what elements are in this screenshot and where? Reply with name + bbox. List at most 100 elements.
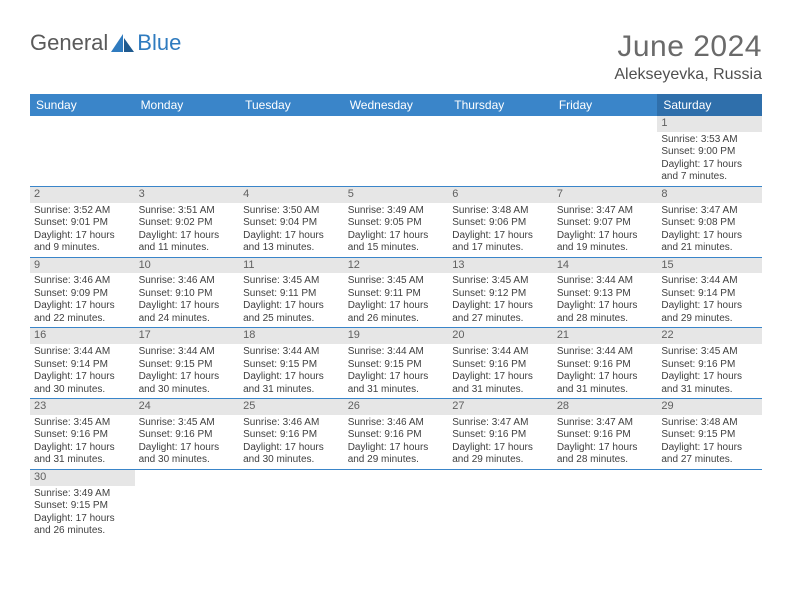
sunset-line: Sunset: 9:15 PM [139,359,236,372]
calendar-cell: 12Sunrise: 3:45 AMSunset: 9:11 PMDayligh… [344,257,449,328]
sunset-line: Sunset: 9:15 PM [348,359,445,372]
day-number: 17 [135,328,240,344]
day-number: 26 [344,399,449,415]
day-number: 8 [657,187,762,203]
sunset-line: Sunset: 9:16 PM [139,429,236,442]
day-info: Sunrise: 3:47 AMSunset: 9:08 PMDaylight:… [657,203,762,257]
weekday-header: Monday [135,94,240,116]
calendar-cell: 22Sunrise: 3:45 AMSunset: 9:16 PMDayligh… [657,328,762,399]
day-number: 1 [657,116,762,132]
day-number: 20 [448,328,553,344]
calendar-cell: 18Sunrise: 3:44 AMSunset: 9:15 PMDayligh… [239,328,344,399]
sunset-line: Sunset: 9:16 PM [348,429,445,442]
calendar-cell-empty [30,116,135,186]
day-info: Sunrise: 3:44 AMSunset: 9:16 PMDaylight:… [553,344,658,398]
sunset-line: Sunset: 9:02 PM [139,217,236,230]
sunrise-line: Sunrise: 3:46 AM [243,417,340,430]
daylight-line: Daylight: 17 hours and 29 minutes. [661,300,758,325]
sunrise-line: Sunrise: 3:44 AM [243,346,340,359]
sunrise-line: Sunrise: 3:48 AM [661,417,758,430]
sunset-line: Sunset: 9:16 PM [243,429,340,442]
day-number: 10 [135,258,240,274]
day-number: 30 [30,470,135,486]
day-number: 25 [239,399,344,415]
sunrise-line: Sunrise: 3:44 AM [557,275,654,288]
day-info: Sunrise: 3:52 AMSunset: 9:01 PMDaylight:… [30,203,135,257]
logo-text-2: Blue [137,30,181,56]
daylight-line: Daylight: 17 hours and 30 minutes. [34,371,131,396]
calendar-cell: 4Sunrise: 3:50 AMSunset: 9:04 PMDaylight… [239,186,344,257]
sunset-line: Sunset: 9:16 PM [557,429,654,442]
sunset-line: Sunset: 9:11 PM [348,288,445,301]
daylight-line: Daylight: 17 hours and 26 minutes. [34,513,131,538]
calendar-cell-empty [344,116,449,186]
day-info: Sunrise: 3:45 AMSunset: 9:11 PMDaylight:… [239,273,344,327]
calendar-cell-empty [239,469,344,539]
sunrise-line: Sunrise: 3:49 AM [348,205,445,218]
day-info: Sunrise: 3:49 AMSunset: 9:15 PMDaylight:… [30,486,135,540]
calendar-cell: 28Sunrise: 3:47 AMSunset: 9:16 PMDayligh… [553,399,658,470]
calendar-cell: 30Sunrise: 3:49 AMSunset: 9:15 PMDayligh… [30,469,135,539]
sunset-line: Sunset: 9:16 PM [661,359,758,372]
day-number: 4 [239,187,344,203]
calendar-cell: 13Sunrise: 3:45 AMSunset: 9:12 PMDayligh… [448,257,553,328]
daylight-line: Daylight: 17 hours and 30 minutes. [243,442,340,467]
sunrise-line: Sunrise: 3:45 AM [348,275,445,288]
daylight-line: Daylight: 17 hours and 28 minutes. [557,442,654,467]
sunrise-line: Sunrise: 3:46 AM [139,275,236,288]
calendar-cell: 1Sunrise: 3:53 AMSunset: 9:00 PMDaylight… [657,116,762,186]
day-number: 21 [553,328,658,344]
calendar-cell: 17Sunrise: 3:44 AMSunset: 9:15 PMDayligh… [135,328,240,399]
calendar-cell: 9Sunrise: 3:46 AMSunset: 9:09 PMDaylight… [30,257,135,328]
calendar-cell: 7Sunrise: 3:47 AMSunset: 9:07 PMDaylight… [553,186,658,257]
weekday-row: SundayMondayTuesdayWednesdayThursdayFrid… [30,94,762,116]
daylight-line: Daylight: 17 hours and 29 minutes. [452,442,549,467]
calendar-cell: 27Sunrise: 3:47 AMSunset: 9:16 PMDayligh… [448,399,553,470]
daylight-line: Daylight: 17 hours and 27 minutes. [661,442,758,467]
daylight-line: Daylight: 17 hours and 31 minutes. [243,371,340,396]
sunset-line: Sunset: 9:15 PM [34,500,131,513]
weekday-header: Friday [553,94,658,116]
sunrise-line: Sunrise: 3:47 AM [557,417,654,430]
calendar-cell: 29Sunrise: 3:48 AMSunset: 9:15 PMDayligh… [657,399,762,470]
day-info: Sunrise: 3:44 AMSunset: 9:16 PMDaylight:… [448,344,553,398]
daylight-line: Daylight: 17 hours and 17 minutes. [452,230,549,255]
sunset-line: Sunset: 9:16 PM [557,359,654,372]
calendar-cell: 19Sunrise: 3:44 AMSunset: 9:15 PMDayligh… [344,328,449,399]
sunset-line: Sunset: 9:14 PM [34,359,131,372]
sunset-line: Sunset: 9:01 PM [34,217,131,230]
calendar-cell: 5Sunrise: 3:49 AMSunset: 9:05 PMDaylight… [344,186,449,257]
daylight-line: Daylight: 17 hours and 11 minutes. [139,230,236,255]
day-info: Sunrise: 3:44 AMSunset: 9:14 PMDaylight:… [30,344,135,398]
calendar-cell: 8Sunrise: 3:47 AMSunset: 9:08 PMDaylight… [657,186,762,257]
day-number: 19 [344,328,449,344]
day-info: Sunrise: 3:44 AMSunset: 9:15 PMDaylight:… [135,344,240,398]
day-info: Sunrise: 3:44 AMSunset: 9:15 PMDaylight:… [344,344,449,398]
calendar-row: 30Sunrise: 3:49 AMSunset: 9:15 PMDayligh… [30,469,762,539]
daylight-line: Daylight: 17 hours and 13 minutes. [243,230,340,255]
sunset-line: Sunset: 9:13 PM [557,288,654,301]
daylight-line: Daylight: 17 hours and 31 minutes. [452,371,549,396]
sunrise-line: Sunrise: 3:52 AM [34,205,131,218]
calendar-cell: 6Sunrise: 3:48 AMSunset: 9:06 PMDaylight… [448,186,553,257]
day-info: Sunrise: 3:47 AMSunset: 9:16 PMDaylight:… [553,415,658,469]
daylight-line: Daylight: 17 hours and 26 minutes. [348,300,445,325]
day-number: 3 [135,187,240,203]
daylight-line: Daylight: 17 hours and 21 minutes. [661,230,758,255]
calendar-cell: 26Sunrise: 3:46 AMSunset: 9:16 PMDayligh… [344,399,449,470]
calendar-cell-empty [553,469,658,539]
day-number: 14 [553,258,658,274]
header: General Blue June 2024 Alekseyevka, Russ… [30,30,762,84]
day-number: 2 [30,187,135,203]
day-info: Sunrise: 3:50 AMSunset: 9:04 PMDaylight:… [239,203,344,257]
sunrise-line: Sunrise: 3:53 AM [661,134,758,147]
sunrise-line: Sunrise: 3:45 AM [661,346,758,359]
day-number: 6 [448,187,553,203]
day-info: Sunrise: 3:46 AMSunset: 9:16 PMDaylight:… [239,415,344,469]
daylight-line: Daylight: 17 hours and 7 minutes. [661,159,758,184]
calendar-cell: 3Sunrise: 3:51 AMSunset: 9:02 PMDaylight… [135,186,240,257]
day-info: Sunrise: 3:45 AMSunset: 9:11 PMDaylight:… [344,273,449,327]
day-number: 7 [553,187,658,203]
sunrise-line: Sunrise: 3:46 AM [34,275,131,288]
sunrise-line: Sunrise: 3:46 AM [348,417,445,430]
